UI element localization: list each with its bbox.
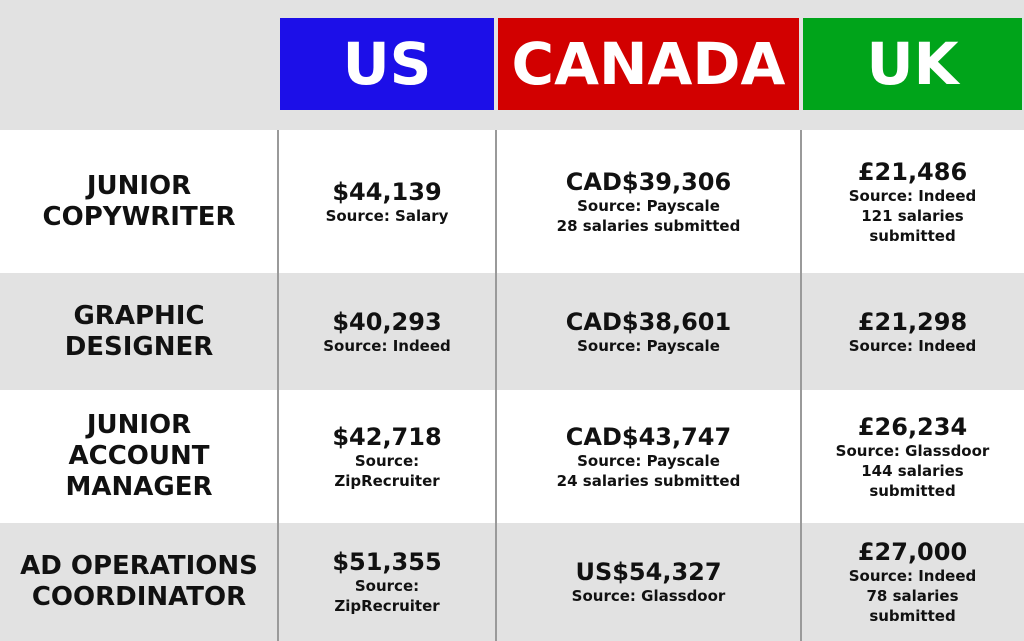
cell: $44,139 Source: Salary <box>278 130 496 273</box>
column-title: CANADA <box>511 30 786 98</box>
salary: $40,293 <box>332 307 442 336</box>
salary: £21,486 <box>857 157 968 186</box>
cell: $42,718 Source: ZipRecruiter <box>278 390 496 523</box>
source-note: Source: Payscale <box>577 336 720 355</box>
source-note: 78 salaries submitted <box>866 587 959 625</box>
salary: CAD$39,306 <box>565 167 732 196</box>
source-note: Source: Indeed <box>323 336 451 355</box>
source-note: Source: Indeed <box>848 567 977 585</box>
row-background <box>0 390 1024 523</box>
salary: CAD$38,601 <box>565 307 732 336</box>
salary: £27,000 <box>857 538 968 566</box>
column-header: CANADA <box>498 18 799 110</box>
salary: $44,139 <box>332 177 442 206</box>
row-label-text: AD OPERATIONS COORDINATOR <box>20 551 258 612</box>
column-header: UK <box>803 18 1022 110</box>
row-label: GRAPHIC DESIGNER <box>0 273 278 390</box>
source-note: Source: ZipRecruiter <box>334 577 440 615</box>
source-note: 144 salaries submitted <box>861 461 964 500</box>
cell: $51,355 Source: ZipRecruiter <box>278 523 496 641</box>
column-divider <box>800 130 802 641</box>
row-background <box>0 523 1024 641</box>
column-title: UK <box>866 30 959 98</box>
salary: US$54,327 <box>575 558 722 586</box>
row-label-text: JUNIOR ACCOUNT MANAGER <box>65 410 213 502</box>
row-label: JUNIOR ACCOUNT MANAGER <box>0 390 278 523</box>
source-note: Source: Payscale <box>577 196 720 215</box>
source-note: 28 salaries submitted <box>556 216 741 235</box>
cell: $40,293 Source: Indeed <box>278 273 496 390</box>
cell: CAD$43,747 Source: Payscale 24 salaries su… <box>496 390 801 523</box>
cell: £21,298 Source: Indeed <box>801 273 1024 390</box>
salary: £26,234 <box>857 412 968 441</box>
row-label: JUNIOR COPYWRITER <box>0 130 278 273</box>
source-note: Source: Indeed <box>848 336 977 355</box>
column-title: US <box>342 30 432 98</box>
salary: CAD$43,747 <box>565 422 732 451</box>
salary: $42,718 <box>332 422 442 451</box>
source-note: 121 salaries submitted <box>861 206 964 245</box>
source-note: Source: ZipRecruiter <box>334 451 440 490</box>
row-background <box>0 273 1024 390</box>
cell: CAD$38,601 Source: Payscale <box>496 273 801 390</box>
row-label: AD OPERATIONS COORDINATOR <box>0 523 278 641</box>
source-note: Source: Glassdoor <box>835 441 990 460</box>
row-label-text: JUNIOR COPYWRITER <box>42 170 236 232</box>
cell: £21,486 Source: Indeed 121 salaries submit… <box>801 130 1024 273</box>
column-header: US <box>280 18 494 110</box>
salary: £21,298 <box>857 307 968 336</box>
source-note: Source: Indeed <box>848 186 977 205</box>
source-note: 24 salaries submitted <box>556 471 741 490</box>
cell: £27,000 Source: Indeed 78 salaries submitt… <box>801 523 1024 641</box>
source-note: Source: Payscale <box>577 451 720 470</box>
cell: £26,234 Source: Glassdoor 144 salaries sub… <box>801 390 1024 523</box>
salary: $51,355 <box>332 548 442 576</box>
row-label-text: GRAPHIC DESIGNER <box>64 300 214 362</box>
cell: US$54,327 Source: Glassdoor <box>496 523 801 641</box>
column-divider <box>495 130 497 641</box>
cell: CAD$39,306 Source: Payscale 28 salaries su… <box>496 130 801 273</box>
row-background <box>0 130 1024 273</box>
column-divider <box>277 130 279 641</box>
source-note: Source: Salary <box>325 206 449 225</box>
source-note: Source: Glassdoor <box>571 587 726 605</box>
